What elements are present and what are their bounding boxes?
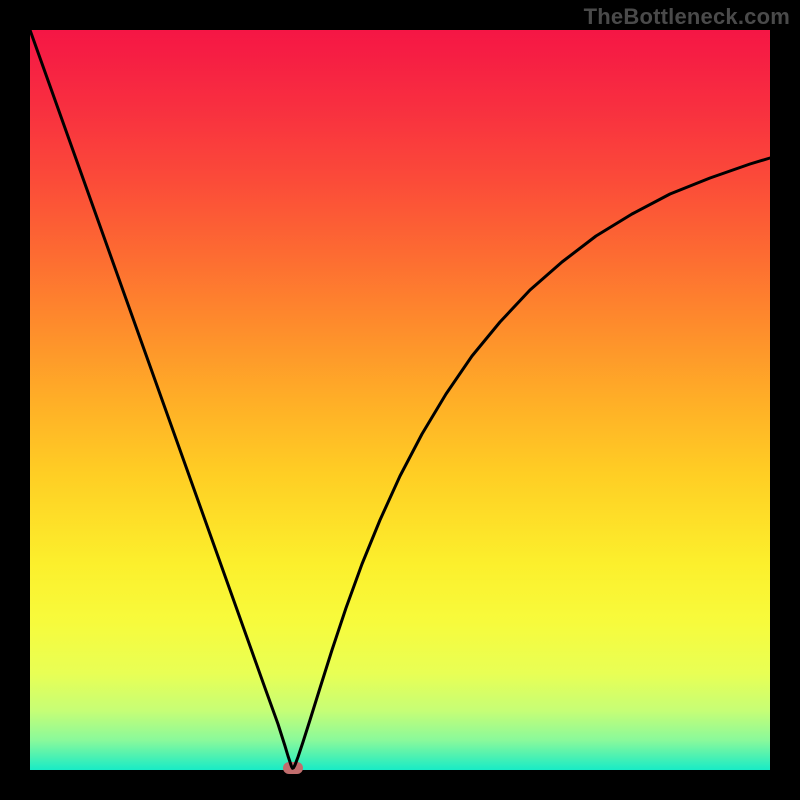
image-root: TheBottleneck.com <box>0 0 800 800</box>
bottleneck-chart <box>0 0 800 800</box>
watermark-text: TheBottleneck.com <box>584 4 790 30</box>
plot-background <box>30 30 770 770</box>
